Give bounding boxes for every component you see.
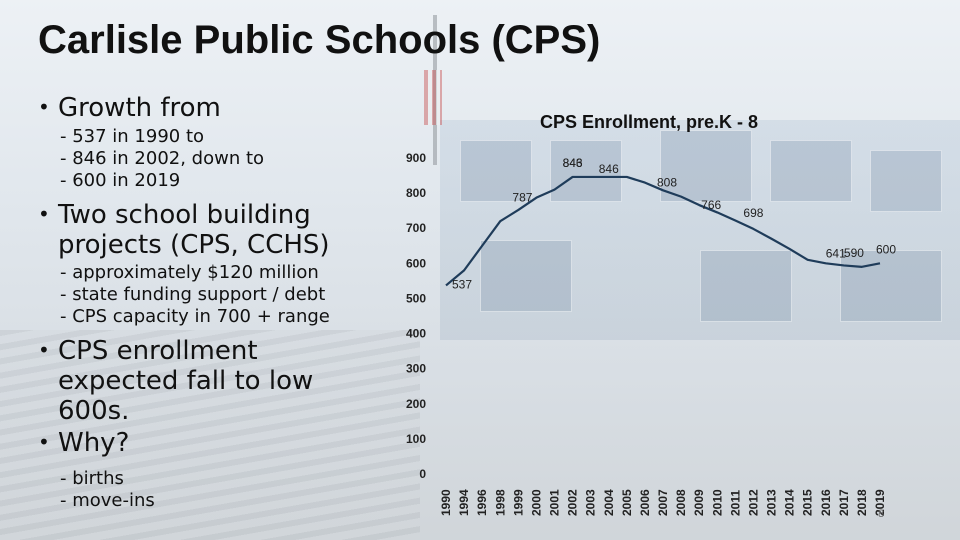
bullet-enrollment: CPS enrollment	[38, 336, 258, 366]
bullet-growth: Growth from	[38, 93, 221, 123]
x-tick-label: 1994	[457, 489, 471, 516]
y-tick-label: 200	[406, 397, 426, 411]
sub-bullet: - births	[60, 468, 124, 489]
window	[770, 140, 852, 202]
x-tick-label: 1998	[493, 489, 507, 516]
slide-number: 8	[878, 508, 885, 520]
y-tick-label: 800	[406, 186, 426, 200]
x-tick-label: 1999	[511, 489, 525, 516]
y-tick-label: 100	[406, 432, 426, 446]
x-tick-label: 2017	[837, 489, 851, 516]
sub-bullet: - 600 in 2019	[60, 170, 181, 191]
bullet-building-projects: Two school building	[38, 200, 311, 230]
sub-bullet: - approximately $120 million	[60, 262, 319, 283]
data-label: 846	[563, 156, 583, 170]
sub-bullet: - move-ins	[60, 490, 155, 511]
y-tick-label: 900	[406, 151, 426, 165]
y-tick-label: 300	[406, 362, 426, 376]
slide-title: Carlisle Public Schools (CPS)	[38, 18, 601, 62]
flagpole	[433, 15, 437, 165]
window	[840, 250, 942, 322]
x-tick-label: 2012	[746, 489, 760, 516]
x-tick-label: 2006	[638, 489, 652, 516]
x-tick-label: 2010	[710, 489, 724, 516]
x-tick-label: 2008	[674, 489, 688, 516]
x-tick-label: 2002	[566, 489, 580, 516]
bullet-building-projects-line2: projects (CPS, CCHS)	[58, 230, 330, 260]
flag	[424, 70, 442, 125]
data-label: 787	[512, 191, 532, 205]
x-tick-label: 2005	[620, 489, 634, 516]
y-tick-label: 700	[406, 221, 426, 235]
building-photo	[440, 120, 960, 340]
x-tick-label: 2019	[873, 489, 887, 516]
x-tick-label: 2007	[656, 489, 670, 516]
data-label: 843	[563, 156, 583, 170]
sub-bullet: - 846 in 2002, down to	[60, 148, 265, 169]
bullet-enrollment-line2: expected fall to low	[58, 366, 314, 396]
window	[700, 250, 792, 322]
data-label: 808	[657, 175, 677, 189]
window	[480, 240, 572, 312]
x-tick-label: 2001	[548, 489, 562, 516]
x-tick-label: 1996	[475, 489, 489, 516]
y-tick-label: 400	[406, 327, 426, 341]
x-tick-label: 2014	[783, 489, 797, 516]
x-tick-label: 2018	[855, 489, 869, 516]
x-tick-label: 2015	[801, 489, 815, 516]
x-tick-label: 2003	[584, 489, 598, 516]
window	[550, 140, 622, 202]
data-label: 846	[599, 162, 619, 176]
window	[460, 140, 532, 202]
y-tick-label: 0	[419, 467, 426, 481]
x-tick-label: 2011	[728, 490, 742, 516]
data-label: 537	[452, 277, 472, 291]
sub-bullet: - 537 in 1990 to	[60, 126, 205, 147]
x-tick-label: 2000	[529, 489, 543, 516]
enrollment-series-line	[445, 175, 881, 287]
data-label: 600	[876, 242, 896, 256]
chart-title: CPS Enrollment, pre.K - 8	[540, 112, 759, 132]
x-tick-label: 1990	[439, 489, 453, 516]
x-tick-label: 2013	[765, 489, 779, 516]
y-tick-label: 500	[406, 291, 426, 305]
sub-bullet: - state funding support / debt	[60, 284, 326, 305]
bullet-enrollment-line3: 600s.	[58, 396, 130, 426]
x-tick-label: 2009	[692, 489, 706, 516]
y-tick-label: 600	[406, 256, 426, 270]
x-tick-label: 2004	[602, 489, 616, 516]
window	[660, 130, 752, 202]
window	[870, 150, 942, 212]
data-label: 698	[743, 206, 763, 220]
bullet-why: Why?	[38, 428, 129, 458]
data-label: 641	[826, 246, 846, 260]
data-label: 766	[701, 198, 721, 212]
data-label: 590	[844, 246, 864, 260]
sub-bullet: - CPS capacity in 700 + range	[60, 306, 330, 327]
x-tick-label: 2016	[819, 489, 833, 516]
